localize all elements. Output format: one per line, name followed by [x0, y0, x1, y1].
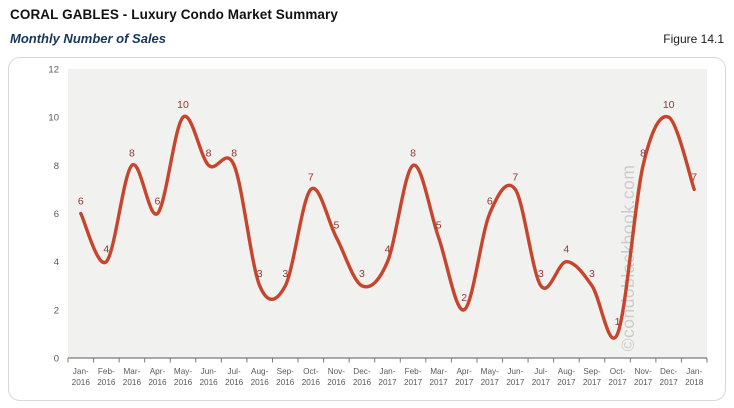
data-label: 6	[155, 196, 161, 208]
data-label: 8	[231, 147, 237, 159]
sales-line	[79, 114, 696, 340]
data-label: 7	[691, 171, 697, 183]
x-tick-label: Feb-2016	[97, 367, 116, 387]
chart-subtitle: Monthly Number of Sales	[10, 31, 167, 46]
x-tick-label: Jul-2016	[225, 367, 244, 387]
x-tick-label: Aug-2016	[251, 367, 270, 387]
data-label: 7	[308, 171, 314, 183]
data-label: 3	[282, 268, 288, 280]
y-tick-label: 2	[54, 305, 59, 316]
x-tick-label: Sep-2016	[276, 367, 295, 387]
x-tick-label: Apr-2016	[148, 367, 167, 387]
y-tick-label: 8	[54, 161, 59, 172]
x-tick-label: Sep-2017	[583, 367, 602, 387]
x-tick-label: Nov-2017	[634, 367, 653, 387]
data-label: 6	[487, 196, 493, 208]
data-label: 3	[589, 268, 595, 280]
x-tick-label: Apr-2017	[455, 367, 474, 387]
x-tick-label: Oct-2016	[302, 367, 321, 387]
data-label: 3	[257, 268, 263, 280]
data-label: 5	[333, 220, 339, 232]
y-tick-label: 0	[54, 354, 59, 365]
data-label: 4	[385, 244, 391, 256]
chart-panel: ©condoblackbook.com 0 2 4 6 8 10 12 Jan-2016 Feb-…	[8, 57, 726, 401]
data-label: 4	[103, 244, 109, 256]
x-tick-label: Dec-2017	[660, 367, 679, 387]
y-tick-label: 4	[54, 257, 59, 268]
x-tick-label: Nov-2016	[327, 367, 346, 387]
x-tick-label: Mar-2016	[123, 367, 142, 387]
x-tick-label: Jun-2017	[506, 367, 525, 387]
x-tick-label: May-2016	[174, 367, 193, 387]
figure-label: Figure 14.1	[663, 32, 724, 46]
data-label: 8	[129, 147, 135, 159]
y-tick-label: 10	[48, 113, 59, 124]
x-tick-label: Mar-2017	[430, 367, 449, 387]
x-tick-label: Jul-2017	[532, 367, 551, 387]
x-tick-label: May-2017	[481, 367, 500, 387]
data-label: 2	[461, 292, 467, 304]
data-label: 10	[177, 99, 189, 111]
data-label: 3	[538, 268, 544, 280]
data-label: 8	[410, 147, 416, 159]
data-label: 3	[359, 268, 365, 280]
data-label: 8	[640, 147, 646, 159]
x-tick-label: Jan-2018	[685, 367, 704, 387]
x-tick-label: Jan-2017	[378, 367, 397, 387]
sales-line-chart: ©condoblackbook.com024681012Jan-2016Feb-…	[48, 65, 708, 387]
data-label: 10	[663, 99, 675, 111]
page-title: CORAL GABLES - Luxury Condo Market Summa…	[10, 7, 338, 22]
x-tick-label: Dec-2016	[353, 367, 372, 387]
x-tick-label: Feb-2017	[404, 367, 423, 387]
data-label: 4	[563, 244, 569, 256]
x-tick-label: Jan-2016	[72, 367, 91, 387]
x-tick-label: Oct-2017	[608, 367, 627, 387]
data-label: 1	[615, 316, 621, 328]
data-label: 5	[436, 220, 442, 232]
data-label: 8	[206, 147, 212, 159]
y-tick-label: 6	[54, 209, 59, 220]
data-label: 6	[78, 196, 84, 208]
y-tick-label: 12	[48, 65, 59, 76]
plot-area	[68, 69, 707, 358]
x-tick-label: Aug-2017	[557, 367, 576, 387]
data-label: 7	[512, 171, 518, 183]
x-tick-label: Jun-2016	[199, 367, 218, 387]
